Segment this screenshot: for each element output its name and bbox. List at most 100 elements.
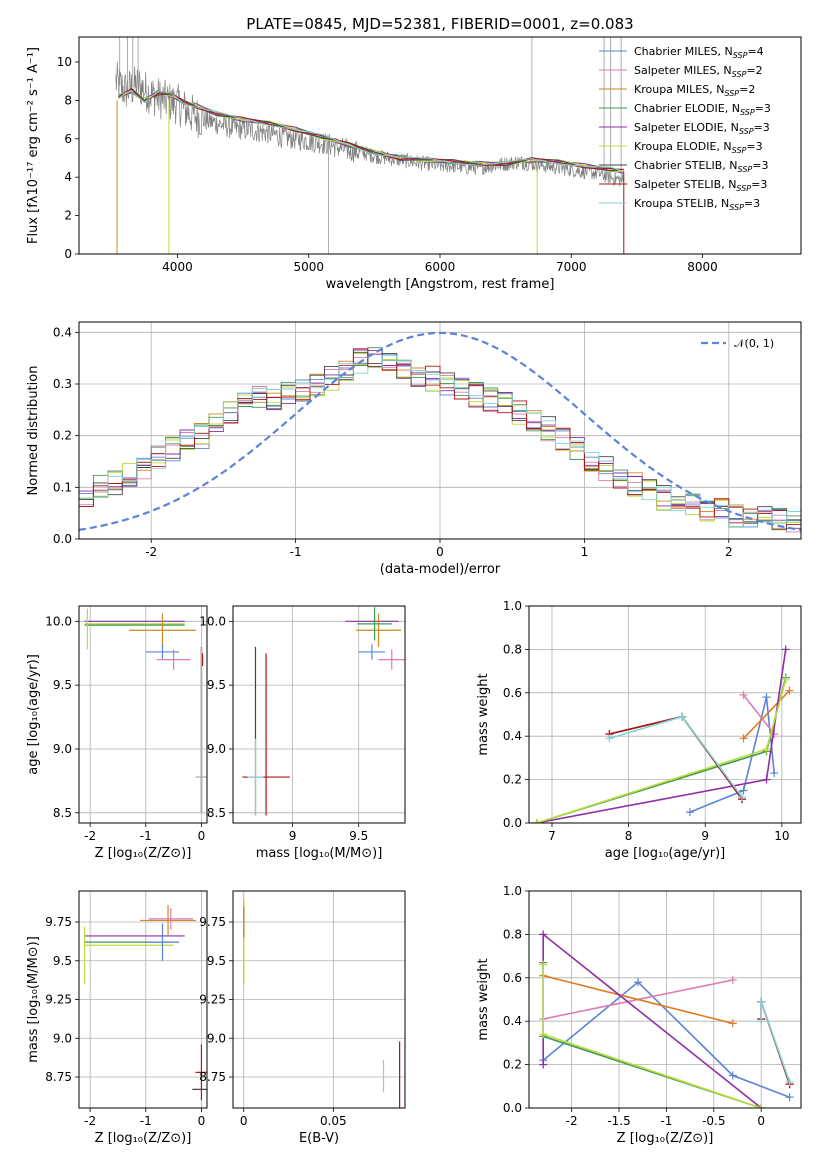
y-tick-label: 0.2 [503, 1058, 522, 1072]
legend-name: Salpeter MILES, N [634, 64, 732, 77]
x-axis-label: E(B-V) [299, 1131, 339, 1146]
plot-area [115, 37, 625, 254]
y-tick-label: 9.25 [199, 993, 226, 1007]
x-tick-label: 0 [757, 1114, 765, 1128]
legend-name: Chabrier MILES, N [634, 45, 733, 58]
legend-sub: SSP [733, 51, 748, 60]
x-axis-label: (data-model)/error [380, 562, 501, 577]
x-tick-label: 6000 [425, 260, 456, 274]
y-tick-label: 0.1 [53, 480, 72, 494]
panel-4: 9 9.5 8.5 9.0 9.5 10.0 mass [log₁₀(M/M⊙)] [199, 605, 406, 861]
y-tick-label: 9.0 [207, 742, 226, 756]
legend-sub: SSP [732, 146, 747, 155]
y-tick-label: 10.0 [45, 614, 72, 628]
legend-suffix: =3 [744, 197, 760, 210]
plot-area [242, 607, 405, 816]
panel-7: 0 0.05 8.75 9.0 9.25 9.5 9.75 E(B-V) [199, 890, 406, 1146]
y-tick-label: 9.0 [207, 1031, 226, 1045]
weight-line [542, 964, 762, 1108]
legend-suffix: =3 [746, 140, 762, 153]
y-tick-label: 8.5 [207, 806, 226, 820]
x-axis-label: Z [log₁₀(Z/Z⊙)] [95, 1131, 192, 1146]
panel-8: -2 -1.5 -1 -0.5 0 0.0 0.2 0.4 0.6 0.8 1.0 Z [log₁₀(… [476, 884, 802, 1146]
plot-area [539, 930, 794, 1108]
panel-6: -2 -1 0 8.75 9.0 9.25 9.5 9.75 Z [log₁₀(Z/Z⊙)] ma… [26, 890, 208, 1146]
legend-entry: Chabrier STELIB, NSSP=3 [634, 159, 768, 174]
y-tick-label: 8.5 [53, 806, 72, 820]
histogram-step [79, 355, 801, 527]
x-axis-label: Z [log₁₀(Z/Z⊙)] [617, 1131, 714, 1146]
legend-entry: Kroupa STELIB, NSSP=3 [634, 197, 760, 212]
y-tick-label: 0.6 [503, 971, 522, 985]
x-axis-label: Z [log₁₀(Z/Z⊙)] [95, 846, 192, 861]
x-tick-label: 5000 [293, 260, 324, 274]
x-tick-label: -1 [290, 545, 302, 559]
legend-entry: Chabrier ELODIE, NSSP=3 [634, 102, 771, 117]
model-spectrum-line [118, 89, 624, 173]
y-tick-label: 0.4 [53, 325, 72, 339]
plot-area [83, 904, 207, 1101]
axes-frame [78, 321, 802, 540]
y-tick-label: 9.5 [53, 954, 72, 968]
y-tick-label: 2 [64, 209, 72, 223]
model-spectrum-line [118, 90, 624, 172]
legend-suffix: =4 [747, 45, 763, 58]
x-tick-label: 2 [725, 545, 733, 559]
y-axis-label: age [log₁₀(age/yr)] [26, 654, 41, 775]
legend-sub: SSP [724, 89, 739, 98]
weight-line [760, 1001, 791, 1083]
panel-1: 4000 5000 6000 7000 8000 0 2 4 6 8 10 wavelength [A… [26, 15, 802, 292]
axes-frame [528, 890, 802, 1109]
axes-frame [232, 605, 406, 824]
legend-suffix: =2 [739, 83, 755, 96]
y-tick-label: 0.4 [503, 729, 522, 743]
y-tick-label: 0.8 [503, 642, 522, 656]
panel-3: -2 -1 0 8.5 9.0 9.5 10.0 Z [log₁₀(Z/Z⊙)] age [lo… [26, 605, 208, 861]
legend-name: Chabrier ELODIE, N [634, 102, 740, 115]
axes-frame [78, 36, 802, 255]
y-tick-label: 9.5 [53, 678, 72, 692]
y-tick-label: 9.0 [53, 1031, 72, 1045]
axes-frame [78, 605, 208, 824]
legend-sub: SSP [729, 203, 744, 212]
x-tick-label: 8000 [687, 260, 718, 274]
legend-name: Kroupa STELIB, N [634, 197, 729, 210]
x-tick-label: 9 [701, 829, 709, 843]
legend-sub: SSP [739, 127, 754, 136]
x-tick-label: -1 [660, 1114, 672, 1128]
legend-name: Kroupa ELODIE, N [634, 140, 732, 153]
y-tick-label: 0.0 [503, 1101, 522, 1115]
legend-entry: Kroupa MILES, NSSP=2 [634, 83, 755, 98]
x-tick-label: -2 [145, 545, 157, 559]
gaussian-curve [79, 331, 801, 531]
plot-area [79, 331, 801, 533]
x-tick-label: -0.5 [702, 1114, 725, 1128]
y-axis-label: mass weight [476, 958, 491, 1040]
weight-line [689, 696, 775, 813]
x-tick-label: 8 [625, 829, 633, 843]
y-tick-label: 8.75 [199, 1070, 226, 1084]
legend-entry: 𝒩(0, 1) [734, 337, 774, 350]
legend-suffix: =3 [751, 178, 767, 191]
x-tick-label: 0.05 [320, 1114, 347, 1128]
legend-name: Chabrier STELIB, N [634, 159, 738, 172]
legend-entry: Salpeter ELODIE, NSSP=3 [634, 121, 770, 136]
y-tick-label: 9.75 [45, 915, 72, 929]
x-tick-label: 0 [198, 829, 206, 843]
y-tick-label: 0.8 [503, 927, 522, 941]
legend-entry: Chabrier MILES, NSSP=4 [634, 45, 764, 60]
y-tick-label: 0.2 [53, 429, 72, 443]
plot-area [84, 608, 207, 813]
y-tick-label: 1.0 [503, 599, 522, 613]
chart-title: PLATE=0845, MJD=52381, FIBERID=0001, z=0… [246, 15, 633, 33]
y-tick-label: 0.6 [503, 686, 522, 700]
legend-sub: SSP [736, 184, 751, 193]
x-tick-label: 1 [581, 545, 589, 559]
weight-line [536, 677, 787, 823]
y-axis-label: Normed distribution [26, 366, 41, 496]
axes-frame [232, 890, 406, 1109]
legend-sub: SSP [732, 70, 747, 79]
x-tick-label: 9.5 [349, 829, 368, 843]
y-tick-label: 0.3 [53, 377, 72, 391]
x-axis-label: mass [log₁₀(M/M⊙)] [256, 846, 383, 861]
